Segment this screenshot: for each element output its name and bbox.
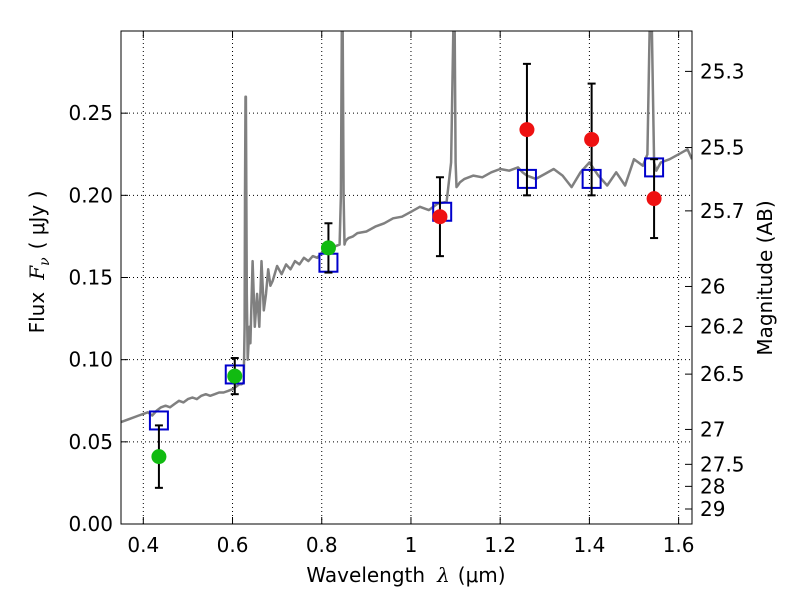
green-data-point [227, 368, 243, 384]
x-tick-label: 1.6 [663, 533, 695, 557]
magnitude-tick-label: 27.5 [700, 452, 745, 476]
series-layer [121, 31, 692, 489]
y-tick-label: 0.25 [68, 101, 113, 125]
magnitude-tick-label: 26.5 [700, 362, 745, 386]
y-tick-label: 0.20 [68, 183, 113, 207]
x-axis-unit: (μm) [458, 563, 506, 587]
x-tick-label: 0.6 [217, 533, 249, 557]
magnitude-tick-label: 25.5 [700, 136, 745, 160]
y-tick-label: 0.05 [68, 430, 113, 454]
magnitude-tick-label: 29 [700, 497, 725, 521]
x-axis-lambda: λ [436, 563, 450, 587]
magnitude-axis-label: Magnitude (AB) [753, 200, 777, 355]
y-tick-label: 0.10 [68, 348, 113, 372]
x-tick-label: 1.4 [573, 533, 605, 557]
y-axis-subscript: ν [37, 257, 53, 266]
x-tick-label: 0.8 [306, 533, 338, 557]
y-axis-label-text: Flux [25, 292, 49, 334]
x-tick-label: 0.4 [127, 533, 159, 557]
magnitude-tick-label: 26.2 [700, 314, 745, 338]
magnitude-tick-label: 28 [700, 474, 725, 498]
red-data-point [646, 191, 662, 207]
ticks: 0.4 0.6 0.8 1 1.2 1.4 1.6 0.00 0.05 0.10 0.15 0.20 0… [68, 31, 745, 557]
magnitude-tick-label: 26 [700, 274, 725, 298]
magnitude-tick-label: 25.3 [700, 59, 745, 83]
green-data-point [320, 240, 336, 256]
x-axis-label-text: Wavelength [306, 563, 425, 587]
y-tick-label: 0.15 [68, 266, 113, 290]
y-axis-unit: ( μJy ) [25, 191, 49, 250]
magnitude-tick-label: 27 [700, 417, 725, 441]
red-data-point [432, 209, 448, 225]
x-tick-label: 1.2 [484, 533, 516, 557]
magnitude-tick-label: 25.7 [700, 199, 745, 223]
green-data-point [151, 449, 167, 465]
x-axis-label: Wavelength λ (μm) [306, 563, 505, 587]
y-tick-label: 0.00 [68, 512, 113, 536]
x-tick-label: 1 [405, 533, 418, 557]
y-axis-symbol: F [25, 265, 49, 281]
red-data-point [519, 122, 535, 138]
y-axis-label: Flux Fν ( μJy ) [25, 191, 53, 334]
red-data-point [584, 131, 600, 147]
